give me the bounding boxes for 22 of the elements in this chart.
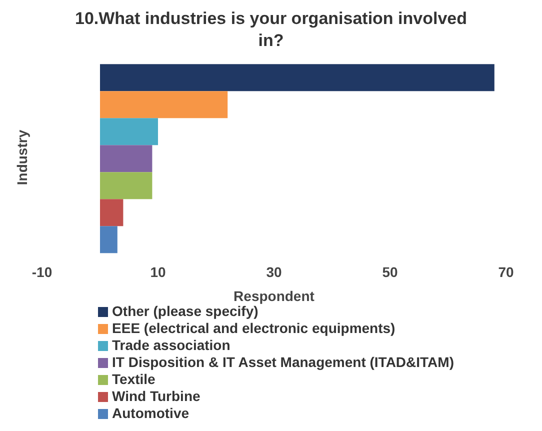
bar (100, 64, 494, 92)
bar (100, 118, 158, 146)
bar (100, 145, 152, 172)
x-tick-label: 70 (498, 264, 514, 280)
legend-label: IT Disposition & IT Asset Management (ITAD&ITAM) (112, 354, 454, 370)
x-tick-label: -10 (32, 264, 52, 280)
legend-label: Other (please specify) (112, 303, 258, 319)
bar (100, 91, 228, 118)
bar (100, 226, 118, 254)
x-tick-label: 30 (266, 264, 282, 280)
x-tick-label: 50 (382, 264, 398, 280)
bar (100, 172, 152, 200)
legend-label: Trade association (112, 337, 230, 353)
x-tick-label: 10 (150, 264, 166, 280)
bar (100, 199, 124, 226)
y-axis-title: Industry (14, 130, 30, 186)
x-axis-title: Respondent (234, 288, 315, 304)
legend-label: Textile (112, 371, 156, 387)
legend-label: Automotive (112, 405, 190, 421)
legend-label: Wind Turbine (112, 388, 200, 404)
legend-label: EEE (electrical and electronic equipments) (112, 320, 396, 336)
chart-title: 10.What industries is your organisation involved in? (74, 8, 468, 52)
